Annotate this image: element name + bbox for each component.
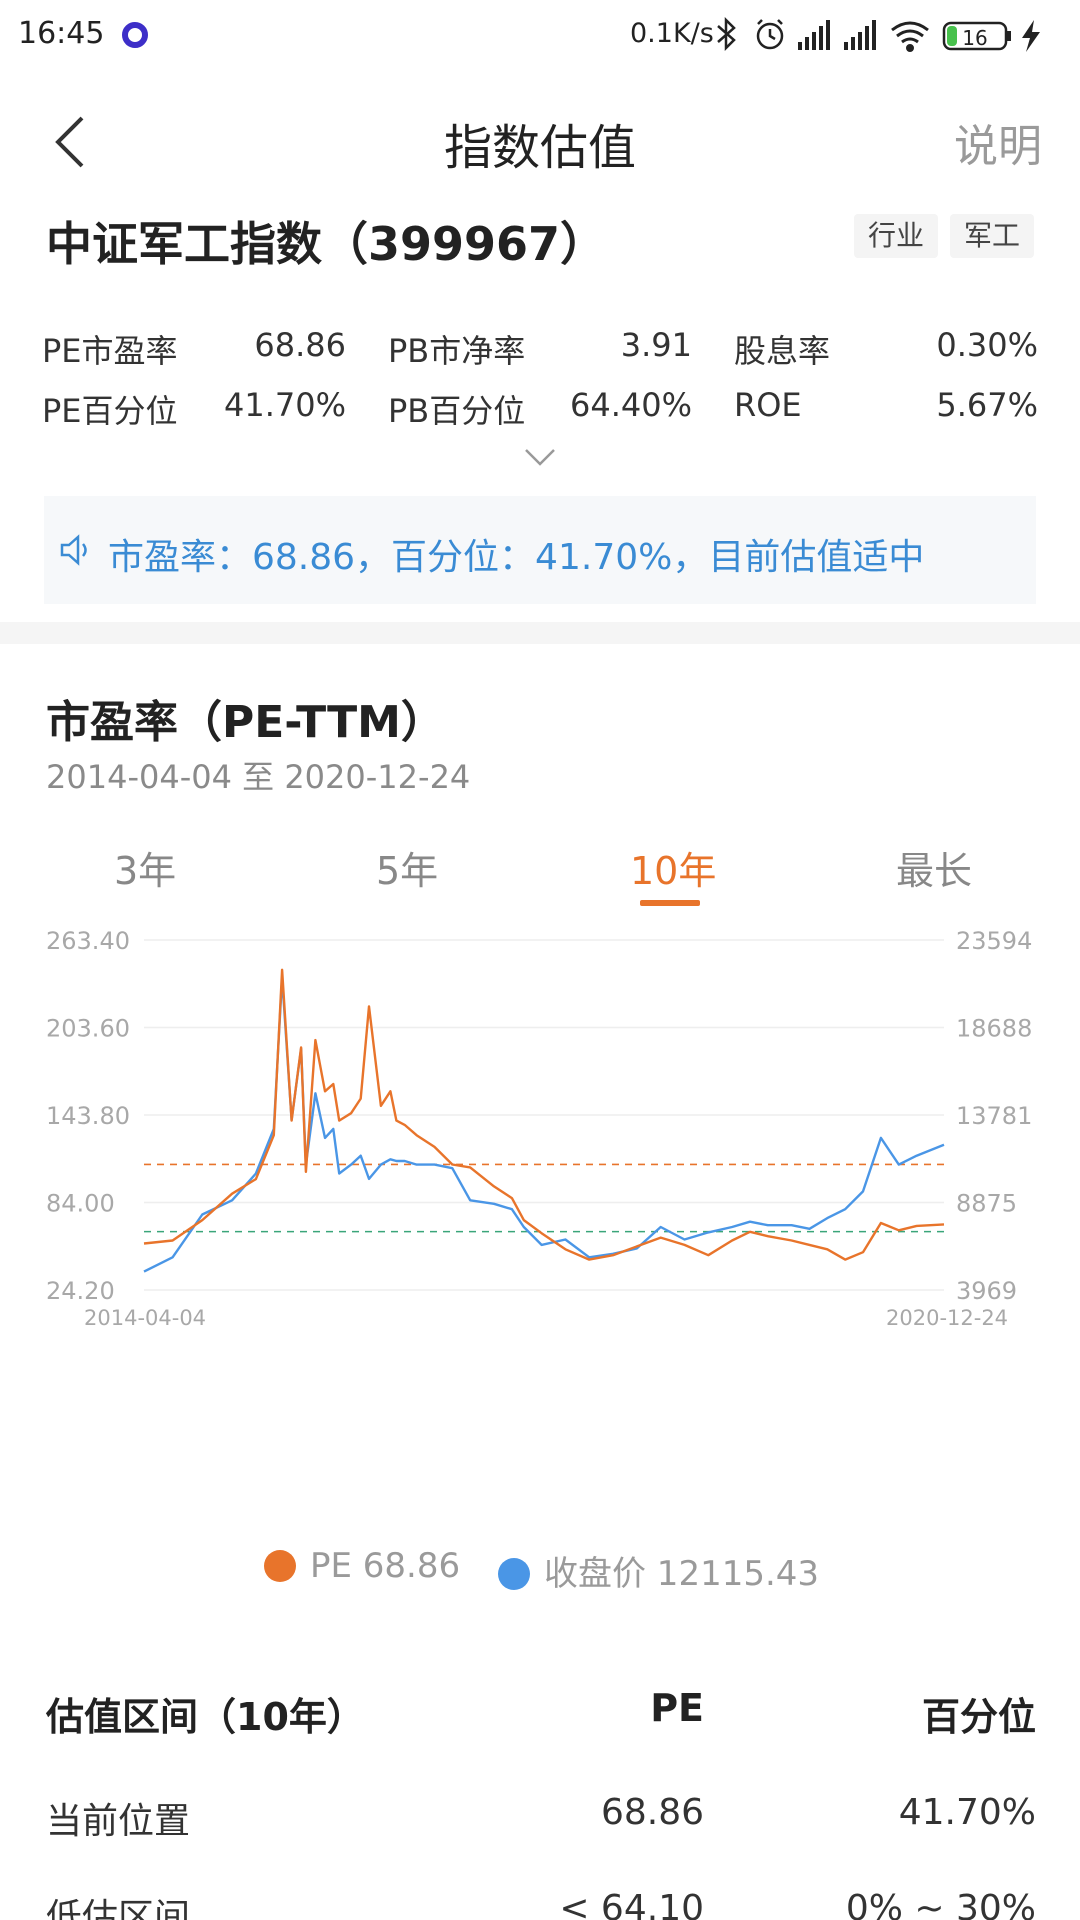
table-row-percentile: 0% ~ 30% [845,1888,1036,1920]
metric-label: 股息率 [734,332,831,370]
legend-pe-label: PE 68.86 [310,1546,461,1586]
back-button[interactable] [48,112,92,172]
charging-icon [1022,20,1040,52]
bluetooth-icon [717,16,736,52]
signal-icon [844,20,876,50]
metric-pe-percentile: PE百分位 41.70% [42,386,346,432]
expand-metrics-button[interactable] [524,446,556,468]
chevron-left-icon [55,116,84,168]
y-right-tick-label: 13781 [956,1102,1032,1130]
tab-3-years[interactable]: 3年 [114,849,177,893]
table-header-pe: PE [650,1686,704,1730]
table-row-pe: < 64.10 [559,1888,704,1920]
active-tab-indicator [640,900,700,906]
legend-close-label: 收盘价 12115.43 [544,1554,820,1594]
status-bar: 16:45 0.1K/s [0,0,1080,72]
table-row-percentile: 41.70% [898,1792,1036,1833]
metric-label: PB市净率 [388,332,526,370]
metric-value: 64.40% [569,386,692,424]
table-header-range: 估值区间（10年） [46,1695,365,1739]
index-name: 中证军工指数（399967） [46,217,607,271]
y-left-tick-label: 24.20 [46,1277,115,1305]
network-speed: 0.1K/s [630,18,714,49]
status-icons: 16 [717,16,1040,52]
y-left-tick-label: 203.60 [46,1015,130,1043]
alarm-icon [756,19,784,50]
wifi-icon [891,21,929,52]
metric-pb: PB市净率 3.91 [388,326,692,372]
y-right-tick-label: 18688 [956,1015,1032,1043]
pe-chart[interactable]: 263.40 23594 203.60 18688 143.80 13781 84.00 88… [0,900,1080,1520]
y-right-tick-label: 23594 [956,927,1032,955]
legend-close-dot [498,1558,530,1590]
x-start-label: 2014-04-04 [84,1306,206,1330]
metric-pb-percentile: PB百分位 64.40% [388,386,692,432]
metric-pe: PE市盈率 68.86 [42,326,346,372]
svg-text:16: 16 [962,26,987,50]
status-time: 16:45 [18,16,105,51]
section-divider [0,622,1080,644]
y-left-tick-label: 84.00 [46,1190,115,1218]
metric-roe: ROE 5.67% [734,386,1038,424]
tag-industry[interactable]: 行业 [854,214,939,258]
table-row-label: 低估区间 [46,1897,191,1920]
valuation-notice: 市盈率：68.86，百分位：41.70%，目前估值适中 [44,496,1036,604]
pe-section-title: 市盈率（PE-TTM） [46,697,445,748]
metric-label: PB百分位 [388,392,526,430]
pe-date-range: 2014-04-04 至 2020-12-24 [46,758,471,796]
metric-value: 5.67% [936,386,1038,424]
battery-icon: 16 [942,21,1011,51]
metric-dividend: 股息率 0.30% [734,326,1038,372]
x-end-label: 2020-12-24 [886,1306,1008,1330]
legend-pe[interactable]: PE 68.86 [264,1546,460,1586]
help-button[interactable]: 说明 [954,121,1042,172]
y-right-tick-label: 8875 [956,1190,1017,1218]
speaker-icon [60,534,87,566]
y-left-tick-label: 263.40 [46,927,130,955]
close-series-line [143,976,945,1273]
chevron-down-icon [525,449,555,466]
metric-value: 68.86 [254,326,346,364]
notice-text: 市盈率：68.86，百分位：41.70%，目前估值适中 [108,537,925,578]
pe-series-line [143,968,945,1261]
tab-5-years[interactable]: 5年 [376,849,439,893]
app-notification-icon [122,22,148,48]
legend-close[interactable]: 收盘价 12115.43 [498,1546,819,1595]
table-row-label: 当前位置 [46,1801,191,1842]
signal-icon [798,20,830,50]
metric-value: 41.70% [223,386,346,424]
tag-military[interactable]: 军工 [950,214,1035,258]
metric-value: 0.30% [936,326,1038,364]
tab-max[interactable]: 最长 [896,849,973,893]
metric-label: PE市盈率 [42,332,178,370]
y-right-tick-label: 3969 [956,1277,1017,1305]
table-row-pe: 68.86 [600,1792,704,1833]
page-title: 指数估值 [443,120,636,176]
metric-label: ROE [734,386,802,424]
tab-10-years[interactable]: 10年 [630,849,717,893]
table-header-percentile: 百分位 [921,1695,1036,1739]
metric-value: 3.91 [620,326,692,364]
y-left-tick-label: 143.80 [46,1102,130,1130]
legend-pe-dot [264,1550,296,1582]
metric-label: PE百分位 [42,392,178,430]
